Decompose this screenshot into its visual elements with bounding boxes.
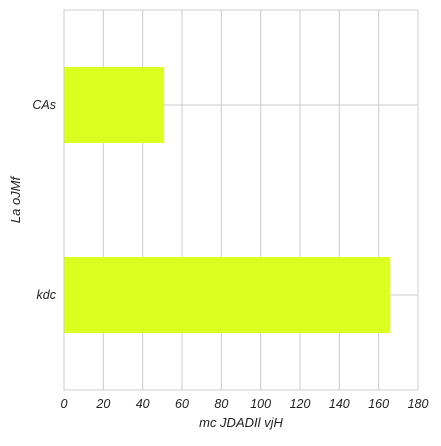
- y-tick-label: CAs: [32, 98, 56, 112]
- bar-cas: [64, 67, 165, 143]
- bars: [64, 67, 391, 333]
- x-tick-labels: 0 20 40 60 80 100 120 140 160 180: [61, 397, 429, 411]
- x-tick-label: 20: [95, 397, 110, 411]
- x-tick-label: 0: [61, 397, 68, 411]
- x-tick-label: 140: [329, 397, 350, 411]
- bar-kdc: [64, 257, 391, 333]
- y-tick-labels: CAs kdc: [32, 98, 56, 302]
- x-tick-label: 100: [250, 397, 271, 411]
- x-tick-label: 60: [175, 397, 189, 411]
- y-tick-label: kdc: [37, 288, 57, 302]
- x-tick-label: 80: [214, 397, 228, 411]
- x-tick-label: 120: [290, 397, 311, 411]
- x-tick-label: 160: [368, 397, 389, 411]
- plot-border: [63, 9, 419, 391]
- x-tick-label: 180: [408, 397, 429, 411]
- x-tick-label: 40: [136, 397, 150, 411]
- x-axis-label: mc JDADIl vjH: [199, 415, 283, 430]
- y-axis-label: La oJMf: [8, 175, 23, 223]
- plot-frame: [63, 9, 419, 391]
